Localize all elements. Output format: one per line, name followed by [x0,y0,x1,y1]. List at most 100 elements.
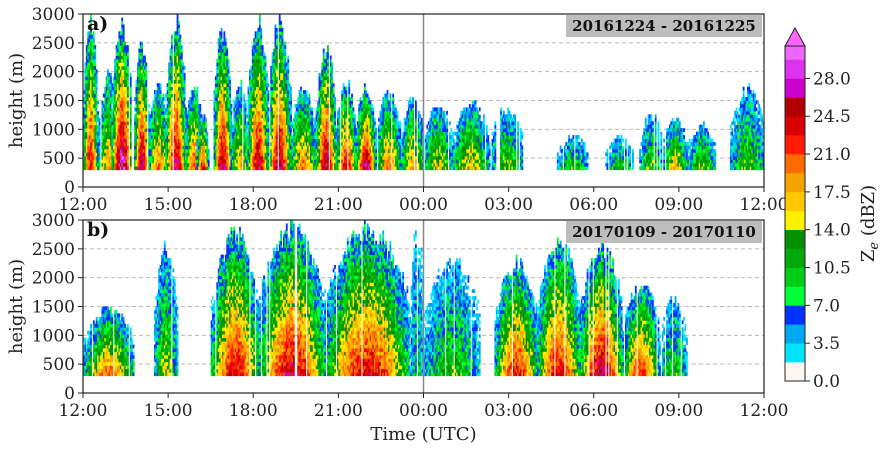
echo-cell [206,152,209,157]
echo-cell [119,121,122,126]
echo-cell [104,145,107,150]
echo-cell [168,148,170,153]
echo-cell [90,142,92,146]
echo-cell [234,152,237,157]
echo-cell [248,124,251,129]
echo-cell [274,117,277,122]
echo-cell [91,58,94,63]
echo-cell [220,114,223,119]
echo-cell [122,155,125,160]
echo-cell [85,131,88,136]
echo-cell [180,121,183,126]
echo-cell [121,103,124,108]
echo-cell [280,145,283,150]
echo-cell [284,107,287,112]
echo-cell [315,135,318,139]
echo-cell [108,83,111,88]
echo-cell [145,65,148,70]
echo-cell [266,100,268,105]
echo-cell [101,114,104,119]
echo-cell [88,38,91,43]
echo-cell [234,166,237,171]
echo-cell [301,155,304,160]
echo-cell [92,45,95,49]
echo-cell [138,117,141,122]
echo-cell [95,162,98,167]
echo-cell [83,86,85,91]
echo-cell [125,145,128,150]
echo-cell [112,159,115,164]
echo-cell [281,34,284,39]
echo-cell [281,155,284,160]
echo-cell [85,114,88,119]
echo-cell [266,72,268,77]
echo-cell [166,152,169,157]
echo-cell [256,45,258,49]
echo-cell [119,166,122,171]
echo-cell [111,93,114,98]
echo-cell [178,135,180,139]
echo-cell [173,86,176,91]
echo-cell [219,110,222,115]
echo-cell [88,121,91,126]
echo-cell [166,124,169,129]
echo-cell [142,155,145,160]
echo-cell [281,58,284,63]
echo-cell [233,159,236,164]
echo-cell [159,124,162,129]
echo-cell [142,142,145,146]
echo-cell [193,159,196,164]
echo-cell [141,93,143,98]
echo-cell [90,62,92,67]
echo-cell [229,135,231,139]
echo-cell [302,148,305,153]
echo-cell [195,117,197,122]
echo-cell [163,155,166,160]
echo-cell [217,48,220,53]
echo-cell [122,72,125,77]
echo-cell [155,138,158,143]
echo-cell [327,48,329,53]
echo-cell [292,145,295,150]
echo-cell [254,31,257,36]
echo-cell [298,97,301,101]
echo-cell [263,114,265,119]
echo-cell [139,72,142,77]
echo-cell [88,31,91,36]
echo-cell [324,145,327,150]
echo-cell [310,138,312,143]
echo-cell [283,128,285,133]
echo-cell [226,100,229,105]
echo-cell [257,117,260,122]
echo-cell [329,124,332,129]
echo-cell [302,162,305,167]
echo-cell [200,159,203,164]
echo-cell [176,162,179,167]
echo-cell [138,55,141,60]
echo-cell [334,135,336,139]
echo-cell [248,114,251,119]
echo-cell [205,121,207,126]
echo-cell [219,52,222,56]
echo-cell [129,142,132,146]
echo-cell [274,110,277,115]
echo-cell [111,148,114,153]
echo-cell [278,24,281,29]
echo-cell [248,79,251,84]
echo-cell [213,159,216,164]
echo-cell [234,100,237,105]
echo-cell [158,100,161,105]
echo-cell [145,93,148,98]
echo-cell [173,72,176,77]
echo-cell [271,90,274,94]
echo-cell [222,124,224,129]
echo-cell [91,117,94,122]
echo-cell [247,138,250,143]
echo-cell [121,93,124,98]
echo-cell [175,93,178,98]
echo-cell [195,148,197,153]
echo-cell [273,124,275,129]
echo-cell [301,142,304,146]
echo-cell [227,90,230,94]
echo-cell [87,131,90,136]
